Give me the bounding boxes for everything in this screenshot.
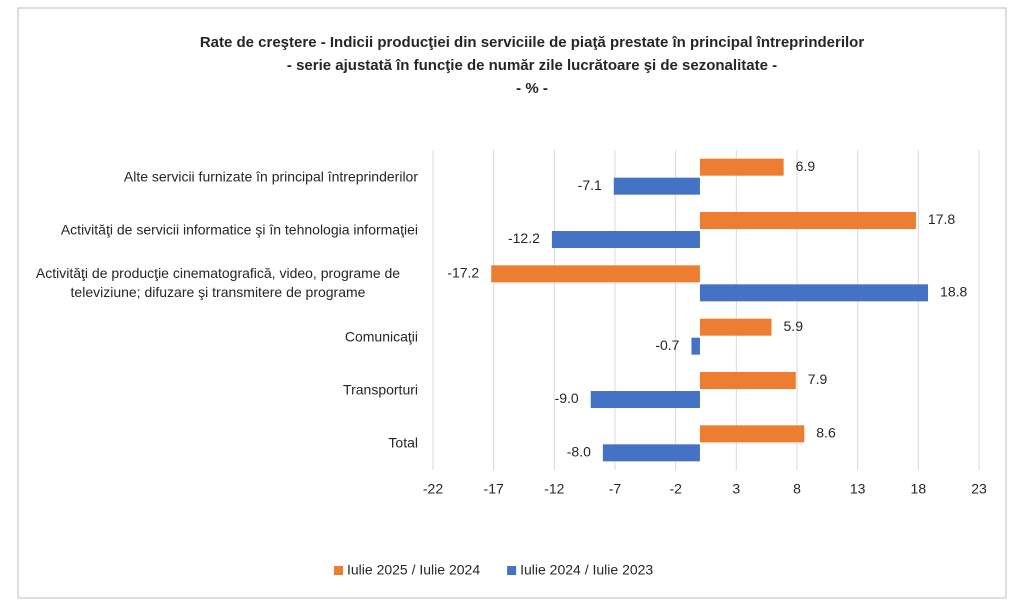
bar	[699, 372, 796, 389]
category-label: Activităţi de servicii informatice şi în…	[18, 221, 418, 240]
bar	[691, 337, 700, 355]
category-text: Activităţi de producţie cinematografică,…	[35, 265, 401, 301]
x-tick-label: -2	[669, 481, 682, 497]
x-tick-label: 8	[793, 481, 801, 497]
value-label: -9.0	[555, 390, 579, 406]
x-tick-label: 13	[850, 481, 866, 497]
bar	[491, 265, 700, 283]
x-tick-label: -12	[544, 481, 564, 497]
category-text: Total	[388, 434, 418, 451]
value-label: 18.8	[940, 284, 967, 300]
value-label: 6.9	[796, 158, 816, 174]
category-text: Comunicaţii	[344, 328, 418, 345]
value-label: -8.0	[567, 444, 591, 460]
bar	[699, 284, 929, 302]
value-label: -0.7	[655, 337, 679, 353]
category-label: Alte servicii furnizate în principal înt…	[18, 167, 418, 186]
value-label: 8.6	[816, 425, 836, 441]
category-text: Alte servicii furnizate în principal înt…	[123, 168, 418, 185]
legend-label: Iulie 2024 / Iulie 2023	[520, 562, 653, 578]
category-label: Transporturi	[18, 381, 418, 400]
x-tick-label: -17	[484, 481, 504, 497]
value-label: 17.8	[928, 211, 955, 227]
bar	[590, 391, 700, 408]
legend-swatch	[334, 566, 343, 575]
bar	[602, 444, 700, 462]
bar	[551, 231, 700, 248]
x-tick-label: 23	[971, 481, 987, 497]
bar	[699, 425, 805, 443]
chart-border	[17, 7, 1007, 599]
category-text: Activităţi de servicii informatice şi în…	[60, 221, 418, 238]
chart-title: Rate de creştere - Indicii producţiei di…	[200, 34, 865, 51]
x-tick-label: -7	[609, 481, 622, 497]
x-tick-label: 18	[911, 481, 927, 497]
bar	[613, 177, 700, 195]
category-text: Transporturi	[343, 381, 418, 398]
bar	[699, 318, 772, 336]
x-tick-label: -22	[423, 481, 443, 497]
category-label: Total	[18, 434, 418, 453]
unit-label: - % -	[516, 80, 548, 97]
bar	[699, 212, 916, 229]
chart-subtitle: - serie ajustată în funcţie de număr zil…	[287, 57, 777, 74]
value-label: -17.2	[447, 265, 479, 281]
value-label: 5.9	[784, 318, 804, 334]
category-label: Activităţi de producţie cinematografică,…	[18, 264, 418, 302]
value-label: -12.2	[508, 230, 540, 246]
category-label: Comunicaţii	[18, 327, 418, 346]
value-label: 7.9	[808, 371, 828, 387]
x-tick-label: 3	[732, 481, 740, 497]
legend-label: Iulie 2025 / Iulie 2024	[347, 562, 480, 578]
legend-swatch	[507, 566, 517, 575]
bar	[699, 158, 784, 176]
value-label: -7.1	[578, 177, 602, 193]
